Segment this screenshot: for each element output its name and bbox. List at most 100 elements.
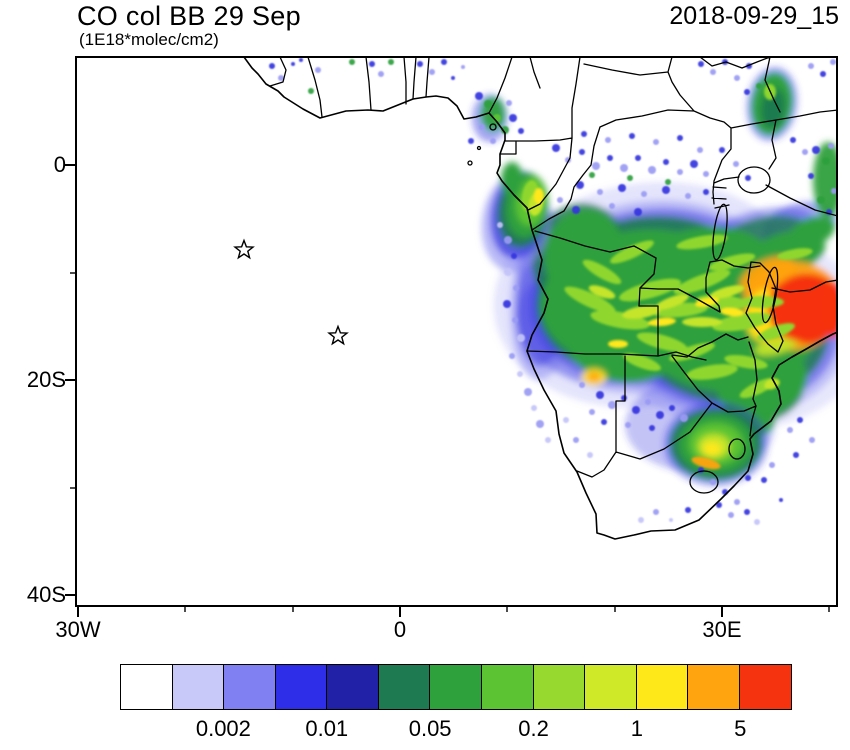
co-speckle (690, 160, 698, 168)
co-speckle (645, 399, 651, 405)
co-plume-streak (619, 278, 681, 302)
co-speckle (830, 59, 836, 65)
colorbar-box (274, 664, 328, 710)
colorbar-boxes (120, 664, 792, 710)
colorbar-box (584, 664, 638, 710)
co-speckle (797, 417, 803, 423)
co-speckle (503, 300, 511, 308)
co-plume-blob (587, 372, 601, 382)
co-speckle (315, 67, 321, 73)
co-speckle (589, 172, 595, 178)
principe-island (476, 145, 482, 151)
co-speckle (663, 159, 669, 165)
lake-victoria (737, 166, 771, 194)
co-speckle (369, 61, 375, 67)
co-speckle (698, 61, 704, 67)
co-speckle (703, 189, 709, 195)
x-axis-label: 30E (702, 617, 742, 642)
co-speckle (378, 71, 384, 77)
co-speckle (754, 519, 760, 525)
co-speckle (579, 382, 585, 388)
co-speckle (308, 88, 314, 94)
co-speckle (506, 100, 512, 106)
co-speckle (490, 138, 496, 144)
co-speckle (278, 75, 284, 81)
co-speckle (761, 477, 767, 483)
co-plume-streak (691, 456, 721, 470)
co-speckle (388, 59, 394, 65)
co-speckle (812, 146, 820, 154)
co-speckle (734, 499, 740, 505)
colorbar-label: 1 (630, 716, 644, 741)
co-speckle (744, 89, 750, 95)
co-speckle (596, 391, 604, 399)
co-plume-streak (654, 294, 690, 310)
co-speckle (513, 285, 519, 291)
co-speckle (641, 191, 647, 197)
co-plume-streak (636, 332, 688, 352)
co-speckle (745, 475, 751, 481)
co-speckle (587, 452, 593, 458)
colorbar-box (171, 664, 225, 710)
co-plume-streak (588, 285, 616, 299)
colorbar-box (326, 664, 380, 710)
y-axis-label: 40S (26, 582, 66, 607)
colorbar-label: 5 (734, 716, 747, 741)
co-speckle (680, 414, 688, 422)
co-speckle (479, 124, 485, 130)
co-speckle (703, 171, 709, 177)
co-speckle (509, 114, 517, 122)
co-plume-streak (534, 188, 544, 204)
co-plume-blob (771, 277, 809, 299)
co-speckle (517, 334, 525, 342)
colorbar-box (532, 664, 586, 710)
colorbar-label: 0.01 (305, 716, 349, 741)
co-plume-streak (564, 286, 616, 314)
colorbar-box (120, 664, 174, 710)
colorbar-box (223, 664, 277, 710)
co-speckle (665, 179, 671, 185)
co-speckle (820, 71, 826, 77)
co-speckle (710, 479, 716, 485)
co-speckle (451, 76, 455, 80)
co-speckle (545, 437, 551, 443)
co-speckle (828, 143, 834, 149)
colorbar-box (635, 664, 689, 710)
colorbar: 0.002 0.01 0.05 0.2 1 5 (120, 664, 792, 741)
colorbar-box (429, 664, 483, 710)
co-speckle (592, 162, 600, 170)
sao-tome-island (467, 160, 473, 166)
co-speckle (607, 155, 613, 161)
co-speckle (787, 427, 793, 433)
co-plume-streak (777, 248, 813, 260)
colorbar-label: 0.002 (195, 716, 251, 741)
co-speckle (589, 409, 595, 415)
co-speckle (536, 420, 544, 428)
co-speckle (734, 75, 740, 81)
plot-frame (75, 56, 838, 607)
plot-units-subtitle: (1E18*molec/cm2) (79, 30, 219, 49)
co-plume-blob (501, 162, 523, 198)
co-plume-streak (724, 354, 768, 370)
colorbar-box (738, 664, 792, 710)
co-speckle (441, 59, 447, 65)
island-star-marker (327, 324, 349, 346)
axis-ticks (65, 164, 830, 617)
co-speckle (511, 253, 517, 259)
africa-coastline (243, 57, 837, 540)
colorbar-box (480, 664, 535, 710)
co-plume-streak (648, 317, 676, 327)
co-plume-streak (673, 269, 731, 295)
co-speckle (744, 509, 750, 515)
bioko-island (489, 123, 497, 131)
co-plume-streak (610, 240, 654, 264)
co-speckle (621, 395, 627, 401)
co-plume-streak (608, 340, 628, 348)
co-speckle (461, 65, 465, 69)
co-field-layer (269, 58, 837, 525)
y-axis-label: 0 (53, 152, 66, 177)
co-plume-streak (622, 305, 662, 319)
co-speckle (634, 208, 642, 216)
co-speckle (504, 268, 512, 276)
